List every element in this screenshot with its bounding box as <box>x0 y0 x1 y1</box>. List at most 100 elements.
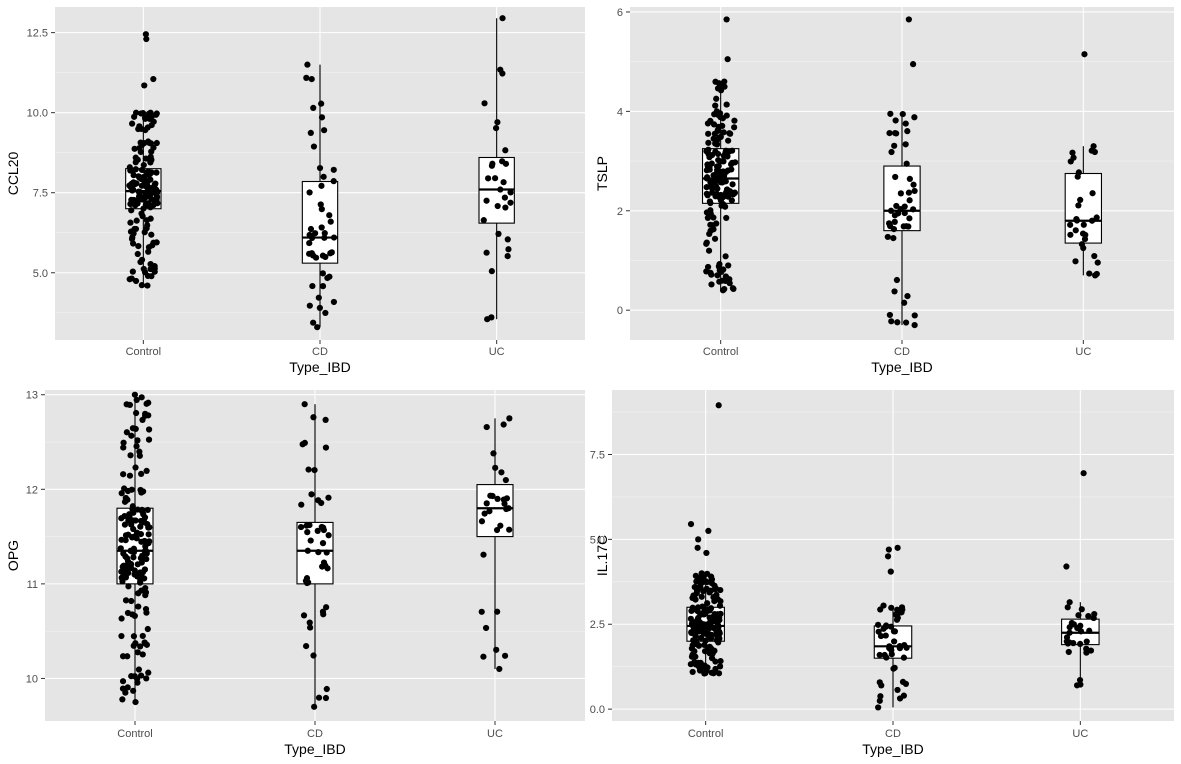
data-point <box>896 695 904 702</box>
data-point <box>1090 614 1097 622</box>
data-point <box>144 282 151 289</box>
data-point <box>689 594 696 602</box>
data-point <box>1080 221 1087 228</box>
data-point <box>715 670 723 677</box>
data-point <box>131 113 138 120</box>
data-point <box>501 194 509 201</box>
data-point <box>722 253 729 260</box>
data-point <box>304 529 311 536</box>
data-point <box>687 520 695 528</box>
data-point <box>506 415 513 422</box>
data-point <box>884 233 891 241</box>
data-point <box>138 182 146 189</box>
data-point <box>911 187 918 195</box>
data-point <box>139 213 146 220</box>
data-point <box>124 609 132 617</box>
x-axis-title: Type_IBD <box>871 359 932 375</box>
data-point <box>699 603 706 610</box>
data-point <box>1086 270 1093 277</box>
data-point <box>120 550 127 557</box>
data-point <box>693 621 701 629</box>
data-point <box>714 136 721 143</box>
data-point <box>718 268 725 276</box>
data-point <box>715 402 722 409</box>
data-point <box>142 31 149 38</box>
data-point <box>876 697 883 704</box>
data-point <box>1063 563 1070 570</box>
data-point <box>693 590 700 597</box>
data-point <box>882 632 889 639</box>
data-point <box>128 207 135 214</box>
y-tick-label: 12 <box>26 484 38 496</box>
data-point <box>1086 627 1093 634</box>
data-point <box>303 522 310 529</box>
data-point <box>1065 648 1072 656</box>
data-point <box>131 673 138 680</box>
data-point <box>148 122 155 129</box>
x-tick-label: Control <box>117 728 152 740</box>
data-point <box>136 123 143 130</box>
data-point <box>494 202 501 210</box>
data-point <box>726 130 733 137</box>
data-point <box>688 620 696 627</box>
data-point <box>1090 143 1097 150</box>
data-point <box>1069 149 1076 156</box>
data-point <box>493 646 500 653</box>
data-point <box>499 15 506 22</box>
data-point <box>132 464 139 471</box>
data-point <box>314 324 321 331</box>
data-point <box>497 186 504 193</box>
data-point <box>145 531 152 538</box>
data-point <box>128 597 135 605</box>
data-point <box>125 583 132 590</box>
data-point <box>308 76 315 83</box>
data-point <box>887 568 894 575</box>
data-point <box>874 621 882 628</box>
data-point <box>139 569 147 576</box>
data-point <box>486 508 493 515</box>
data-point <box>899 110 906 118</box>
panel-ccl20: 5.0 7.5 10.0 12.5 Control CD UC Type_IBD CCL20 <box>5 7 585 375</box>
data-point <box>129 503 136 510</box>
data-point <box>483 500 490 507</box>
data-point <box>1064 640 1072 647</box>
data-point <box>325 532 332 539</box>
data-point <box>1092 272 1099 279</box>
box-cd <box>296 401 334 710</box>
data-point <box>133 396 140 404</box>
data-point <box>695 536 702 543</box>
data-point <box>501 652 509 659</box>
data-point <box>506 526 513 533</box>
data-point <box>726 276 733 283</box>
data-point <box>706 632 713 640</box>
data-point <box>319 283 327 290</box>
data-point <box>1078 606 1085 613</box>
data-point <box>887 623 895 630</box>
data-point <box>713 108 720 115</box>
data-point <box>141 140 148 147</box>
data-point <box>698 593 705 600</box>
data-point <box>132 698 139 706</box>
data-point <box>144 272 152 280</box>
data-point <box>147 109 154 116</box>
data-point <box>311 703 318 710</box>
data-point <box>152 180 159 187</box>
data-point <box>705 247 713 254</box>
data-point <box>119 563 126 570</box>
data-point <box>122 597 130 604</box>
data-point <box>910 206 917 213</box>
data-point <box>304 547 311 554</box>
data-point <box>316 304 323 312</box>
data-point <box>703 167 710 174</box>
data-point <box>121 521 129 528</box>
data-point <box>306 619 313 626</box>
data-point <box>495 230 502 237</box>
x-tick-label: CD <box>885 728 901 740</box>
data-point <box>886 130 893 137</box>
data-point <box>153 239 160 246</box>
data-point <box>480 551 487 558</box>
data-point <box>326 212 333 219</box>
data-point <box>1073 217 1081 224</box>
data-point <box>135 243 142 250</box>
data-point <box>119 678 127 685</box>
